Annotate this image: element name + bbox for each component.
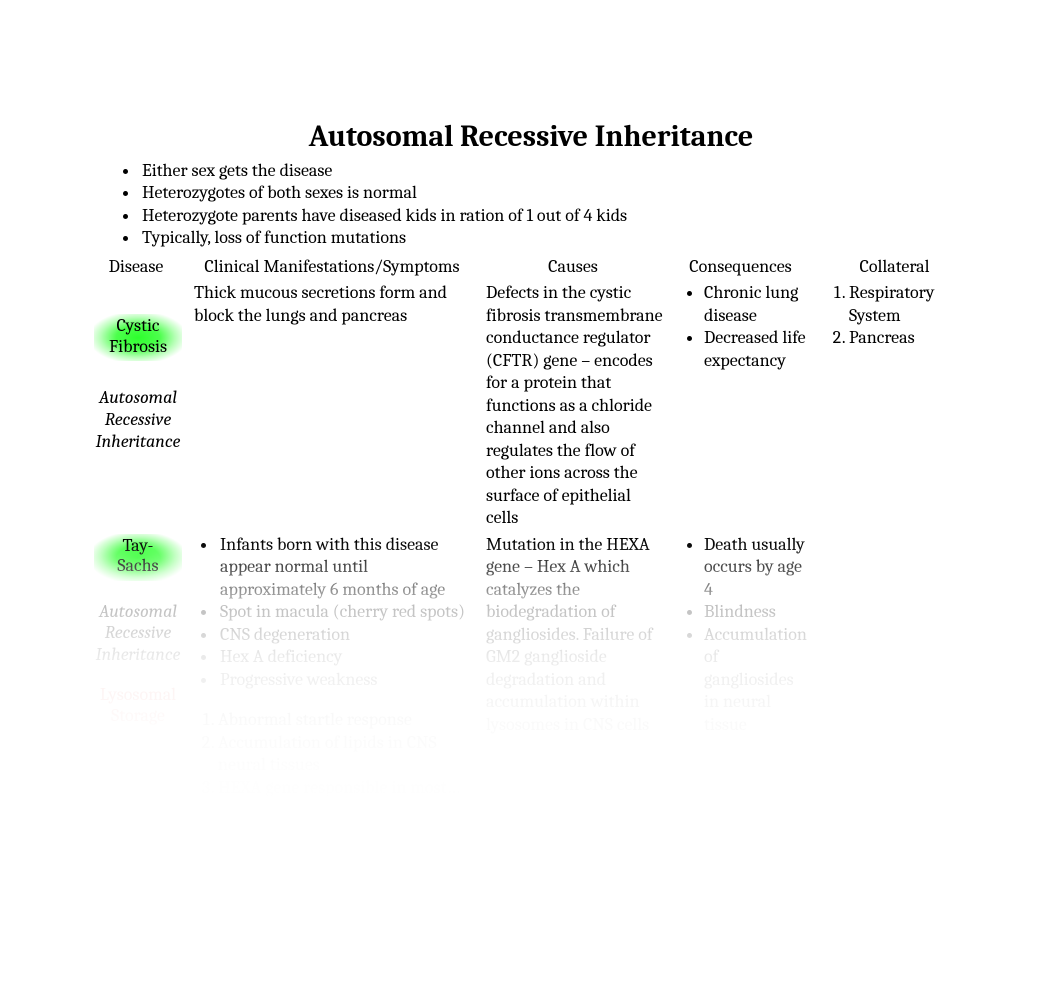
list-item: Accumulation of lipids in CNS neural tis… [218,732,474,777]
causes-text: Defects in the cystic fibrosis transmemb… [486,282,663,528]
table-row: Cystic Fibrosis Autosomal Recessive Inhe… [86,280,976,532]
disease-cell: Tay-Sachs Autosomal Recessive Inheritanc… [86,532,186,802]
consequences-list: Chronic lung disease Decreased life expe… [676,282,809,372]
causes-cell: Defects in the cystic fibrosis transmemb… [478,280,668,532]
disease-subtype-red: Lysosomal Storage [94,684,182,727]
symptoms-cell: Infants born with this disease appear no… [186,532,478,802]
table-row: Tay-Sachs Autosomal Recessive Inheritanc… [86,532,976,802]
col-consequences: Consequences [668,254,813,281]
intro-item: Either sex gets the disease [140,160,1062,183]
list-item: HEXA gene responsible in most… [218,777,474,800]
symptoms-cell: Thick mucous secretions form and block t… [186,280,478,532]
table-header-row: Disease Clinical Manifestations/Symptoms… [86,254,976,281]
causes-text: Mutation in the HEXA gene – Hex A which … [486,534,653,735]
list-item: Hex A deficiency [218,646,474,669]
consequences-list: Death usually occurs by age 4 Blindness … [676,534,809,737]
symptoms-extra-list: Abnormal startle response Accumulation o… [194,709,474,799]
list-item: Pancreas [849,327,972,350]
symptoms-text: Thick mucous secretions form and block t… [194,282,447,326]
disease-subtype: Autosomal Recessive Inheritance [94,601,182,666]
consequences-cell: Chronic lung disease Decreased life expe… [668,280,813,532]
disease-subtype: Autosomal Recessive Inheritance [94,387,182,452]
table-container: Disease Clinical Manifestations/Symptoms… [86,254,976,802]
collateral-cell [813,532,976,802]
col-disease: Disease [86,254,186,281]
disease-table: Disease Clinical Manifestations/Symptoms… [86,254,976,802]
col-causes: Causes [478,254,668,281]
col-symptoms: Clinical Manifestations/Symptoms [186,254,478,281]
disease-name-highlight: Tay-Sachs [94,534,182,581]
intro-item: Heterozygote parents have diseased kids … [140,205,1062,228]
list-item: Respiratory System [849,282,972,327]
intro-list: Either sex gets the disease Heterozygote… [0,160,1062,250]
intro-item: Heterozygotes of both sexes is normal [140,182,1062,205]
list-item: Spot in macula (cherry red spots) [218,601,474,624]
list-item: Progressive weakness [218,669,474,692]
list-item: CNS degeneration [218,624,474,647]
list-item: Chronic lung disease [704,282,809,327]
intro-item: Typically, loss of function mutations [140,227,1062,250]
list-item: Accumulation of gangliosides in neural t… [704,624,809,737]
list-item: Abnormal startle response [218,709,474,732]
disease-name-highlight: Cystic Fibrosis [94,314,182,361]
list-item: Death usually occurs by age 4 [704,534,809,602]
page-title: Autosomal Recessive Inheritance [0,118,1062,156]
col-collateral: Collateral [813,254,976,281]
symptoms-list: Infants born with this disease appear no… [194,534,474,692]
collateral-list: Respiratory System Pancreas [821,282,972,350]
document-page: Autosomal Recessive Inheritance Either s… [0,0,1062,801]
disease-cell: Cystic Fibrosis Autosomal Recessive Inhe… [86,280,186,532]
list-item: Infants born with this disease appear no… [218,534,474,602]
consequences-cell: Death usually occurs by age 4 Blindness … [668,532,813,802]
causes-cell: Mutation in the HEXA gene – Hex A which … [478,532,668,802]
list-item: Decreased life expectancy [704,327,809,372]
list-item: Blindness [704,601,809,624]
collateral-cell: Respiratory System Pancreas [813,280,976,532]
